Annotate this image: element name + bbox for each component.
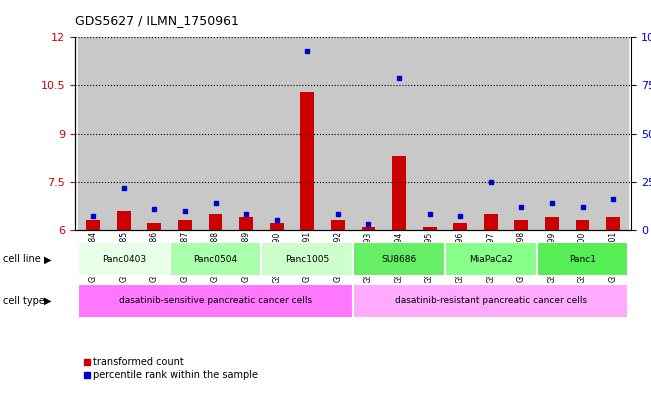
Text: cell line: cell line	[3, 254, 41, 264]
Bar	[514, 220, 528, 230]
Text: ▶: ▶	[44, 296, 51, 306]
Text: Panc0504: Panc0504	[193, 255, 238, 264]
Bar	[209, 214, 223, 230]
Text: GDS5627 / ILMN_1750961: GDS5627 / ILMN_1750961	[75, 14, 239, 27]
Bar	[262, 37, 292, 230]
Bar	[484, 214, 497, 230]
Text: dasatinib-resistant pancreatic cancer cells: dasatinib-resistant pancreatic cancer ce…	[395, 296, 587, 305]
Bar	[536, 37, 567, 230]
Bar	[575, 220, 589, 230]
Bar	[262, 242, 353, 276]
Legend: transformed count, percentile rank within the sample: transformed count, percentile rank withi…	[79, 354, 262, 384]
Text: MiaPaCa2: MiaPaCa2	[469, 255, 513, 264]
Text: cell type: cell type	[3, 296, 45, 306]
Bar	[567, 37, 598, 230]
Bar	[300, 92, 314, 230]
Bar	[323, 37, 353, 230]
Bar	[475, 37, 506, 230]
Bar	[109, 37, 139, 230]
Text: dasatinib-sensitive pancreatic cancer cells: dasatinib-sensitive pancreatic cancer ce…	[119, 296, 312, 305]
Text: Panc0403: Panc0403	[102, 255, 146, 264]
Bar	[87, 220, 100, 230]
Bar	[383, 37, 414, 230]
Bar	[606, 217, 620, 230]
Bar	[506, 37, 536, 230]
Bar	[445, 242, 536, 276]
Bar	[231, 37, 262, 230]
Bar	[361, 227, 376, 230]
Bar	[78, 37, 109, 230]
Bar	[598, 37, 628, 230]
Bar	[545, 217, 559, 230]
Bar	[78, 242, 170, 276]
Bar	[78, 284, 353, 318]
Bar	[353, 242, 445, 276]
Bar	[453, 224, 467, 230]
Bar	[139, 37, 170, 230]
Bar	[117, 211, 131, 230]
Bar	[422, 227, 437, 230]
Bar	[414, 37, 445, 230]
Text: SU8686: SU8686	[381, 255, 417, 264]
Bar	[353, 37, 383, 230]
Bar	[240, 217, 253, 230]
Bar	[536, 242, 628, 276]
Bar	[353, 284, 628, 318]
Bar	[170, 242, 262, 276]
Bar	[148, 224, 161, 230]
Text: ▶: ▶	[44, 254, 51, 264]
Bar	[201, 37, 231, 230]
Text: Panc1: Panc1	[569, 255, 596, 264]
Bar	[178, 220, 192, 230]
Bar	[270, 224, 284, 230]
Bar	[392, 156, 406, 230]
Bar	[292, 37, 323, 230]
Bar	[445, 37, 475, 230]
Bar	[331, 220, 345, 230]
Bar	[170, 37, 201, 230]
Text: Panc1005: Panc1005	[285, 255, 329, 264]
